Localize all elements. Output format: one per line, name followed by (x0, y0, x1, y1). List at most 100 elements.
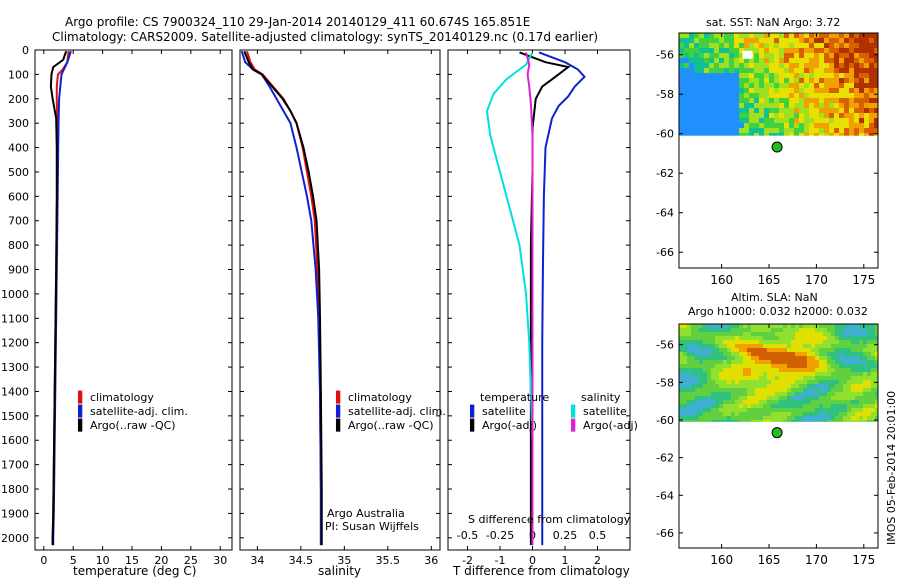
field-cell (684, 88, 689, 93)
field-cell (719, 404, 723, 408)
s-difference-label: S difference from climatology (468, 513, 631, 526)
field-cell (795, 372, 799, 376)
y-tick-label: -62 (656, 452, 674, 465)
field-cell (874, 53, 878, 58)
field-cell (743, 332, 747, 336)
field-cell (739, 372, 743, 376)
field-cell (843, 416, 847, 420)
series-line-climatology (246, 50, 322, 546)
field-cell (871, 344, 875, 348)
field-cell (759, 83, 764, 88)
field-cell (703, 324, 707, 328)
field-cell (804, 33, 809, 38)
field-cell (767, 328, 771, 332)
field-cell (775, 420, 779, 422)
y-tick-label: 400 (8, 142, 29, 155)
field-cell (691, 368, 695, 372)
field-cell (719, 340, 723, 344)
series-line-argoadj (525, 52, 534, 546)
field-cell (691, 364, 695, 368)
field-cell (729, 133, 734, 136)
field-cell (831, 356, 835, 360)
field-cell (687, 380, 691, 384)
map-frame (678, 323, 879, 549)
field-cell (739, 108, 744, 113)
field-cell (707, 352, 711, 356)
field-cell (709, 113, 714, 118)
field-cell (875, 400, 878, 404)
field-cell (775, 372, 779, 376)
field-cell (774, 53, 779, 58)
sla-field (679, 324, 878, 422)
field-cell (735, 336, 739, 340)
field-cell (707, 412, 711, 416)
field-cell (831, 364, 835, 368)
field-cell (871, 324, 875, 328)
field-cell (751, 392, 755, 396)
field-cell (764, 93, 769, 98)
field-cell (714, 93, 719, 98)
field-cell (867, 324, 871, 328)
field-cell (684, 73, 689, 78)
field-cell (735, 384, 739, 388)
field-cell (799, 364, 803, 368)
field-cell (739, 38, 744, 43)
field-cell (807, 356, 811, 360)
field-cell (703, 408, 707, 412)
field-cell (827, 396, 831, 400)
field-cell (819, 73, 824, 78)
field-cell (771, 356, 775, 360)
field-cell (704, 68, 709, 73)
field-cell (849, 93, 854, 98)
field-cell (844, 93, 849, 98)
field-cell (779, 48, 784, 53)
field-cell (779, 392, 783, 396)
field-cell (711, 340, 715, 344)
field-cell (831, 420, 835, 422)
field-cell (699, 33, 704, 38)
field-cell (775, 388, 779, 392)
field-cell (874, 78, 878, 83)
field-cell (769, 68, 774, 73)
field-cell (839, 328, 843, 332)
field-cell (859, 388, 863, 392)
field-cell (754, 58, 759, 63)
field-cell (747, 384, 751, 388)
field-cell (767, 384, 771, 388)
x-tick-label: 35.5 (376, 554, 401, 567)
field-cell (844, 113, 849, 118)
field-cell (819, 420, 823, 422)
field-cell (735, 324, 739, 328)
field-cell (791, 324, 795, 328)
field-cell (763, 340, 767, 344)
field-cell (711, 408, 715, 412)
field-cell (723, 332, 727, 336)
field-cell (839, 83, 844, 88)
annotation-argo-australia: Argo Australia (327, 507, 405, 520)
field-cell (689, 98, 694, 103)
sla-map-subtitle: Argo h1000: 0.032 h2000: 0.032 (688, 305, 868, 318)
field-cell (689, 108, 694, 113)
field-cell (763, 420, 767, 422)
field-cell (727, 412, 731, 416)
field-cell (711, 364, 715, 368)
field-cell (789, 93, 794, 98)
field-cell (699, 118, 704, 123)
field-cell (783, 324, 787, 328)
field-cell (731, 348, 735, 352)
y-tick-label: 2000 (1, 532, 29, 545)
field-cell (811, 364, 815, 368)
field-cell (864, 83, 869, 88)
field-cell (863, 332, 867, 336)
field-cell (699, 78, 704, 83)
field-cell (815, 420, 819, 422)
field-cell (819, 412, 823, 416)
field-cell (739, 384, 743, 388)
field-cell (699, 384, 703, 388)
field-cell (759, 364, 763, 368)
field-cell (787, 364, 791, 368)
field-cell (723, 408, 727, 412)
field-cell (755, 364, 759, 368)
field-cell (863, 404, 867, 408)
field-cell (771, 372, 775, 376)
